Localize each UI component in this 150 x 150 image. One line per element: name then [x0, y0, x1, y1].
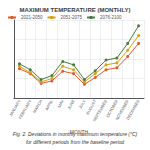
svg-text:JUNE: JUNE — [66, 98, 76, 110]
svg-text:for different periods from the: for different periods from the baseline … — [26, 139, 124, 145]
svg-text:DECEMBER: DECEMBER — [125, 99, 141, 121]
svg-text:Fig. 2. Deviations in monthly: Fig. 2. Deviations in monthly maximum te… — [12, 130, 138, 137]
svg-text:MARCH: MARCH — [32, 99, 44, 114]
svg-text:FEBRUARY: FEBRUARY — [17, 98, 32, 120]
svg-text:MAY: MAY — [56, 98, 65, 108]
svg-text:OCTOBER: OCTOBER — [104, 98, 120, 119]
svg-text:2051-2075: 2051-2075 — [61, 15, 83, 20]
svg-text:JANUARY: JANUARY — [8, 98, 22, 118]
svg-text:APRIL: APRIL — [44, 98, 54, 111]
svg-text:NOVEMBER: NOVEMBER — [114, 98, 130, 121]
svg-text:2076-2100: 2076-2100 — [100, 15, 122, 20]
svg-text:2021-2050: 2021-2050 — [21, 15, 43, 20]
svg-text:MONTH: MONTH — [70, 129, 89, 135]
svg-text:JULY: JULY — [78, 98, 87, 109]
svg-text:AUGUST: AUGUST — [84, 98, 98, 116]
svg-text:MAXIMUM TEMPERATURE (MONTHLY): MAXIMUM TEMPERATURE (MONTHLY) — [20, 7, 131, 13]
svg-text:SEPTEMBER: SEPTEMBER — [92, 99, 109, 123]
